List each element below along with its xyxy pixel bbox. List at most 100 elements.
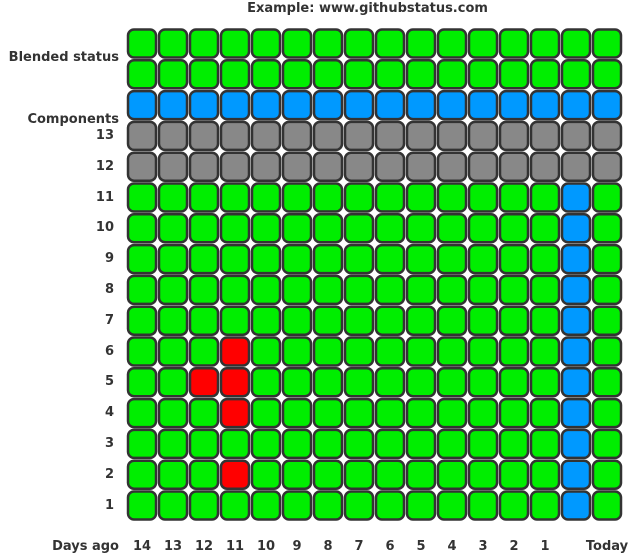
component-row-label: 13	[95, 127, 114, 143]
blended-cell-green	[188, 28, 220, 59]
component-cell-green	[467, 459, 499, 490]
component-cell-green	[405, 367, 437, 398]
component-cell-green	[188, 243, 220, 275]
component-cell-gray	[467, 120, 499, 152]
component-cell-blue	[560, 428, 592, 460]
component-cell-blue	[560, 397, 592, 429]
component-cell-green	[126, 243, 158, 275]
component-cell-green	[312, 490, 344, 521]
day-column-label: Today	[585, 539, 629, 554]
component-cell-blue	[560, 459, 592, 490]
blended-cell-green	[591, 59, 623, 90]
component-cell-green	[436, 397, 468, 429]
component-cell-green	[188, 397, 220, 429]
blended-cell-blue	[188, 89, 220, 121]
component-cell-green	[467, 243, 499, 275]
day-column-label: 8	[323, 539, 333, 554]
component-cell-gray	[591, 120, 623, 152]
component-cell-green	[591, 459, 623, 490]
component-cell-green	[436, 274, 468, 306]
component-cell-green	[250, 397, 282, 429]
component-cell-green	[374, 336, 406, 367]
blended-cell-green	[498, 59, 530, 90]
blended-cell-blue	[405, 89, 437, 121]
component-cell-green	[467, 213, 499, 244]
component-row-label: 9	[104, 251, 114, 267]
component-row-label: 3	[104, 435, 114, 451]
component-cell-green	[157, 243, 189, 275]
component-cell-green	[219, 182, 251, 213]
component-cell-green	[126, 305, 158, 336]
component-cell-green	[498, 182, 530, 213]
component-cell-green	[591, 305, 623, 336]
component-cell-green	[188, 305, 220, 336]
blended-cell-green	[591, 28, 623, 59]
component-cell-green	[591, 274, 623, 306]
component-cell-green	[281, 490, 313, 521]
component-cell-green	[250, 213, 282, 244]
component-cell-green	[281, 182, 313, 213]
component-cell-green	[591, 367, 623, 398]
component-cell-green	[188, 428, 220, 460]
component-cell-green	[467, 367, 499, 398]
component-cell-green	[436, 243, 468, 275]
blended-cell-green	[250, 28, 282, 59]
component-cell-green	[529, 305, 561, 336]
component-cell-gray	[529, 120, 561, 152]
component-cell-green	[405, 243, 437, 275]
component-cell-green	[405, 182, 437, 213]
component-cell-gray	[374, 151, 406, 182]
blended-cell-blue	[467, 89, 499, 121]
component-cell-green	[374, 459, 406, 490]
component-cell-green	[498, 459, 530, 490]
blended-cell-green	[374, 28, 406, 59]
component-cell-green	[126, 459, 158, 490]
component-cell-green	[188, 490, 220, 521]
blended-cell-green	[126, 28, 158, 59]
component-cell-blue	[560, 243, 592, 275]
blended-cell-blue	[250, 89, 282, 121]
component-cell-green	[157, 428, 189, 460]
component-cell-green	[312, 274, 344, 306]
component-row-label: 10	[95, 220, 114, 236]
component-cell-green	[126, 397, 158, 429]
component-cell-green	[188, 213, 220, 244]
component-cell-green	[219, 490, 251, 521]
component-cell-green	[126, 367, 158, 398]
blended-cell-blue	[498, 89, 530, 121]
component-cell-green	[188, 459, 220, 490]
day-column-label: 10	[256, 539, 276, 554]
blended-cell-green	[498, 28, 530, 59]
component-cell-green	[343, 213, 375, 244]
component-cell-green	[467, 305, 499, 336]
component-cell-green	[281, 213, 313, 244]
component-cell-green	[374, 213, 406, 244]
component-row-label: 6	[104, 343, 114, 359]
component-cell-green	[312, 182, 344, 213]
component-cell-gray	[188, 120, 220, 152]
component-cell-gray	[560, 120, 592, 152]
component-cell-green	[467, 182, 499, 213]
blended-cell-blue	[560, 89, 592, 121]
component-cell-green	[467, 336, 499, 367]
day-column-label: 1	[540, 539, 550, 554]
component-cell-green	[281, 459, 313, 490]
component-cell-green	[126, 182, 158, 213]
component-cell-green	[157, 274, 189, 306]
component-cell-green	[529, 182, 561, 213]
component-cell-green	[281, 243, 313, 275]
component-row-label: 1	[104, 497, 114, 513]
day-column-label: 5	[416, 539, 426, 554]
component-cell-green	[157, 459, 189, 490]
day-column-label: 2	[509, 539, 519, 554]
component-cell-green	[467, 490, 499, 521]
component-cell-gray	[312, 120, 344, 152]
component-cell-blue	[560, 336, 592, 367]
component-cell-green	[343, 274, 375, 306]
component-cell-red	[219, 397, 251, 429]
component-cell-green	[250, 182, 282, 213]
component-cell-green	[374, 397, 406, 429]
blended-cell-blue	[529, 89, 561, 121]
